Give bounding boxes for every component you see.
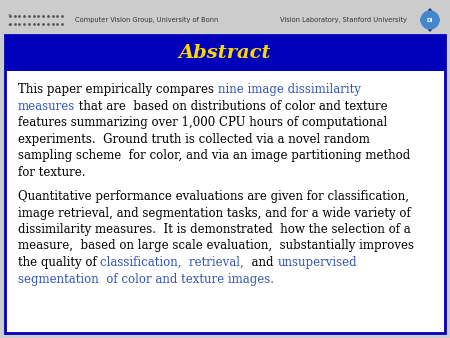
Polygon shape xyxy=(420,8,440,32)
Text: image retrieval, and segmentation tasks, and for a wide variety of: image retrieval, and segmentation tasks,… xyxy=(18,207,411,219)
Text: sampling scheme  for color, and via an image partitioning method: sampling scheme for color, and via an im… xyxy=(18,149,410,162)
Text: Quantitative performance evaluations are given for classification,: Quantitative performance evaluations are… xyxy=(18,190,409,203)
Text: features summarizing over 1,000 CPU hours of computational: features summarizing over 1,000 CPU hour… xyxy=(18,116,387,129)
Text: that are  based on distributions of color and texture: that are based on distributions of color… xyxy=(75,99,388,113)
Text: dissimilarity measures.  It is demonstrated  how the selection of a: dissimilarity measures. It is demonstrat… xyxy=(18,223,411,236)
Text: segmentation  of color and texture images.: segmentation of color and texture images… xyxy=(18,272,274,286)
Text: **: ** xyxy=(8,13,12,17)
Text: This paper empirically compares: This paper empirically compares xyxy=(18,83,218,96)
Text: Vision Laboratory, Stanford University: Vision Laboratory, Stanford University xyxy=(280,17,407,23)
Text: DI: DI xyxy=(427,18,433,23)
Text: **: ** xyxy=(8,23,12,27)
Text: Computer Vision Group, University of Bonn: Computer Vision Group, University of Bon… xyxy=(75,17,218,23)
Text: measure,  based on large scale evaluation,  substantially improves: measure, based on large scale evaluation… xyxy=(18,240,414,252)
Text: experiments.  Ground truth is collected via a novel random: experiments. Ground truth is collected v… xyxy=(18,132,370,145)
Text: for texture.: for texture. xyxy=(18,166,86,178)
Circle shape xyxy=(421,11,439,29)
Text: the quality of: the quality of xyxy=(18,256,100,269)
FancyBboxPatch shape xyxy=(5,35,445,333)
Text: Abstract: Abstract xyxy=(179,44,271,62)
Text: measures: measures xyxy=(18,99,75,113)
FancyBboxPatch shape xyxy=(5,35,445,71)
Text: and: and xyxy=(244,256,278,269)
Text: unsupervised: unsupervised xyxy=(278,256,357,269)
Text: classification,  retrieval,: classification, retrieval, xyxy=(100,256,244,269)
Text: nine image dissimilarity: nine image dissimilarity xyxy=(218,83,360,96)
